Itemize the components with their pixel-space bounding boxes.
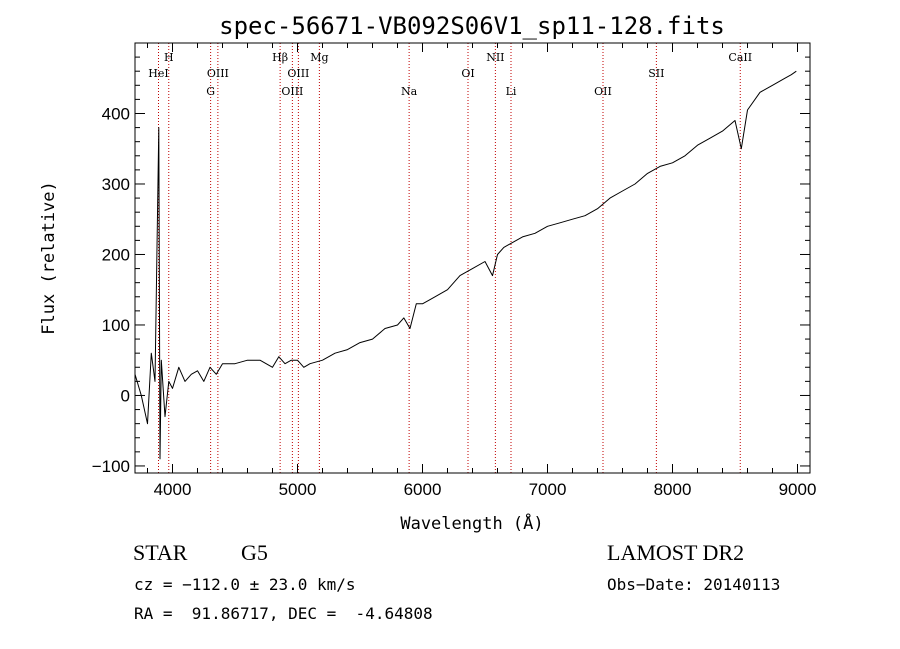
line-label: OI: [461, 67, 474, 80]
line-label: OII: [594, 85, 612, 98]
x-axis: 4000 5000 6000 7000 8000 9000: [147, 43, 817, 499]
x-tick-label: 5000: [279, 480, 317, 499]
redshift-cz: cz = −112.0 ± 23.0 km/s: [134, 575, 356, 594]
x-tick-label: 4000: [154, 480, 192, 499]
line-label: Li: [506, 85, 517, 98]
obs-date: Obs−Date: 20140113: [607, 575, 781, 594]
y-tick-label: 400: [102, 104, 130, 123]
line-label: HeI: [148, 67, 168, 80]
line-label: Na: [401, 85, 418, 98]
line-label: Hβ: [272, 51, 288, 64]
x-tick-label: 6000: [404, 480, 442, 499]
object-subclass: G5: [241, 540, 268, 565]
line-label: H: [164, 51, 174, 64]
series-layer: [134, 70, 797, 460]
y-tick-label: 200: [102, 245, 130, 264]
y-tick-label: 300: [102, 175, 130, 194]
line-label: OIII: [287, 67, 309, 80]
y-tick-label: 100: [102, 316, 130, 335]
chart-title: spec-56671-VB092S06V1_sp11-128.fits: [219, 12, 725, 40]
line-label: OIII: [207, 67, 229, 80]
ra-dec: RA = 91.86717, DEC = -4.64808: [134, 604, 433, 623]
x-axis-label: Wavelength (Å): [400, 512, 543, 534]
y-tick-label: 0: [121, 386, 130, 405]
line-label: OIII: [281, 85, 303, 98]
line-label: G: [206, 85, 215, 98]
x-tick-label: 9000: [779, 480, 817, 499]
line-label: NII: [486, 51, 504, 64]
object-class: STAR: [133, 540, 188, 565]
line-label: SII: [648, 67, 664, 80]
y-axis-label: Flux (relative): [39, 181, 59, 335]
survey-name: LAMOST DR2: [607, 540, 745, 565]
x-tick-label: 7000: [529, 480, 567, 499]
x-tick-label: 8000: [654, 480, 692, 499]
y-tick-label: −100: [92, 457, 130, 476]
plot-frame: [134, 42, 811, 474]
line-label: Mg: [310, 51, 328, 64]
line-label: CaII: [728, 51, 752, 64]
spectrum-series-line: [134, 70, 797, 460]
y-axis: −100 0 100 200 300 400: [92, 56, 810, 476]
